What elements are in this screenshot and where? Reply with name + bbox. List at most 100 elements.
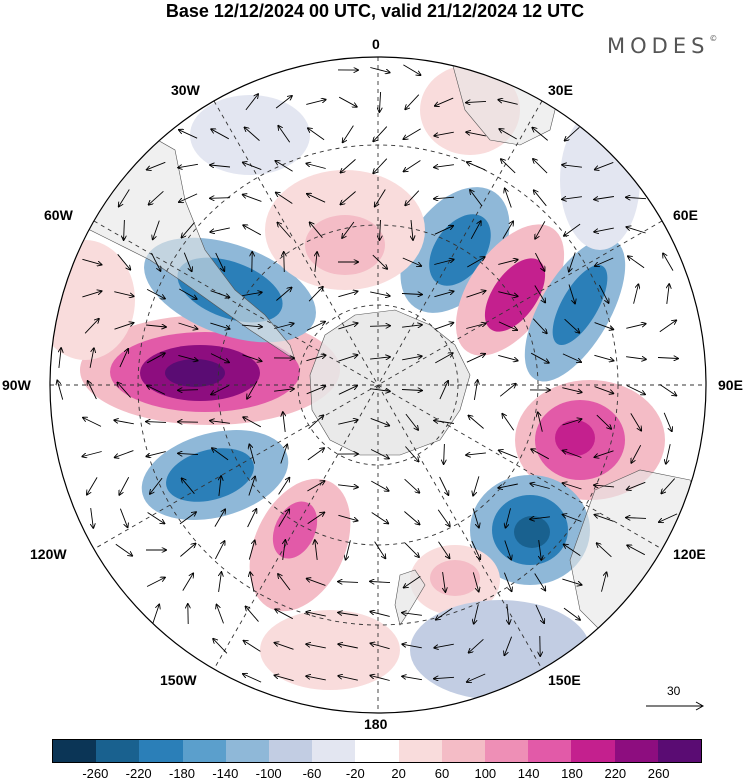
wind-vector bbox=[563, 483, 582, 490]
wind-vector bbox=[568, 284, 575, 304]
wind-vector bbox=[114, 420, 134, 425]
wind-vector bbox=[371, 480, 388, 491]
wind-vector bbox=[405, 446, 418, 462]
wind-vector bbox=[275, 609, 294, 620]
colorbar-bin bbox=[657, 740, 702, 762]
wind-vector bbox=[663, 412, 672, 431]
wind-vector bbox=[595, 515, 614, 522]
wind-vector bbox=[338, 386, 357, 395]
wind-vector bbox=[531, 449, 550, 460]
wind-vector bbox=[338, 613, 358, 616]
colorbar-bin bbox=[53, 740, 97, 762]
wind-vector bbox=[310, 222, 323, 238]
wind-vector bbox=[178, 390, 199, 391]
wind-vector bbox=[402, 613, 422, 616]
wind-vector bbox=[474, 604, 479, 623]
wind-vector bbox=[444, 443, 445, 464]
wind-vector bbox=[659, 320, 676, 333]
wind-vector bbox=[119, 349, 128, 368]
wind-vector bbox=[626, 385, 645, 395]
wind-vector bbox=[467, 257, 484, 268]
colorbar-tick-label: 140 bbox=[517, 766, 540, 781]
wind-vector bbox=[661, 478, 676, 494]
wind-vector bbox=[146, 325, 166, 327]
colorbar-tick-label: 180 bbox=[561, 766, 583, 781]
colorbar-bin bbox=[398, 740, 442, 762]
wind-vector bbox=[247, 509, 257, 528]
wind-vector bbox=[401, 390, 422, 391]
wind-vector bbox=[243, 225, 262, 236]
wind-vector bbox=[338, 514, 357, 520]
wind-vector bbox=[599, 284, 608, 303]
wind-vector bbox=[472, 508, 479, 527]
wind-vector bbox=[404, 542, 419, 557]
colorbar-bin bbox=[182, 740, 226, 762]
colorbar-tick-label: -220 bbox=[125, 766, 152, 781]
wind-vector bbox=[628, 256, 645, 269]
wind-vector bbox=[535, 252, 544, 271]
wind-vector bbox=[562, 353, 581, 362]
wind-vector bbox=[315, 252, 317, 272]
wind-vector bbox=[246, 606, 259, 622]
wind-vector bbox=[562, 165, 582, 167]
colorbar-tick-label: 20 bbox=[391, 766, 406, 781]
south-america bbox=[59, 129, 296, 361]
wind-vector bbox=[152, 605, 159, 624]
wind-vector bbox=[342, 221, 355, 238]
wind-vector bbox=[667, 284, 669, 304]
wind-vector bbox=[88, 381, 97, 400]
wind-vector bbox=[370, 67, 389, 73]
wind-vector bbox=[219, 572, 222, 592]
wind-vector bbox=[434, 421, 454, 424]
wind-vector bbox=[243, 195, 262, 202]
wind-vector bbox=[659, 513, 678, 522]
wind-vector bbox=[498, 260, 517, 265]
wind-vector bbox=[179, 130, 198, 139]
wind-vector bbox=[307, 579, 326, 586]
wind-vector bbox=[153, 220, 160, 240]
wind-vector bbox=[87, 477, 98, 494]
wind-vector bbox=[633, 284, 639, 304]
wind-vector bbox=[467, 673, 486, 682]
wind-vector bbox=[534, 573, 546, 591]
colorbar-bin bbox=[225, 740, 270, 762]
wind-vector bbox=[539, 540, 542, 560]
wind-vector bbox=[278, 126, 291, 143]
wind-vector bbox=[502, 414, 515, 431]
wind-vector bbox=[533, 159, 548, 174]
wind-vector bbox=[630, 413, 641, 430]
wind-vector bbox=[178, 322, 198, 329]
wind-vector bbox=[212, 448, 229, 461]
wind-vector bbox=[535, 221, 546, 238]
wind-vector bbox=[283, 412, 285, 432]
wind-vector bbox=[538, 412, 543, 432]
wind-vector bbox=[499, 450, 518, 459]
wind-vector bbox=[147, 161, 166, 169]
lon-label-0: 0 bbox=[372, 36, 380, 52]
colorbar-tick-label: 100 bbox=[474, 766, 497, 781]
wind-vector bbox=[411, 220, 413, 240]
wind-vector bbox=[306, 612, 326, 617]
anomaly-field bbox=[50, 65, 665, 700]
wind-vector bbox=[627, 545, 646, 556]
wind-vector bbox=[341, 159, 356, 172]
wind-vector bbox=[405, 190, 420, 206]
wind-vector bbox=[241, 325, 262, 327]
wind-vector bbox=[306, 322, 325, 331]
wind-vector bbox=[280, 445, 287, 464]
wind-vector bbox=[114, 291, 133, 297]
wind-vector bbox=[338, 676, 358, 681]
wind-vector bbox=[435, 97, 454, 106]
wind-vector bbox=[57, 380, 64, 400]
wind-vector bbox=[370, 581, 391, 582]
wind-vector bbox=[626, 357, 646, 360]
wind-vector bbox=[307, 448, 324, 461]
lon-label-30w: 30W bbox=[171, 82, 200, 98]
wind-vector bbox=[597, 543, 612, 558]
wind-vector bbox=[596, 414, 611, 429]
wind-vector bbox=[278, 574, 291, 591]
wind-vector bbox=[434, 323, 454, 330]
wind-vector bbox=[180, 544, 195, 557]
wind-vector bbox=[372, 254, 387, 269]
wind-vector bbox=[338, 323, 357, 330]
